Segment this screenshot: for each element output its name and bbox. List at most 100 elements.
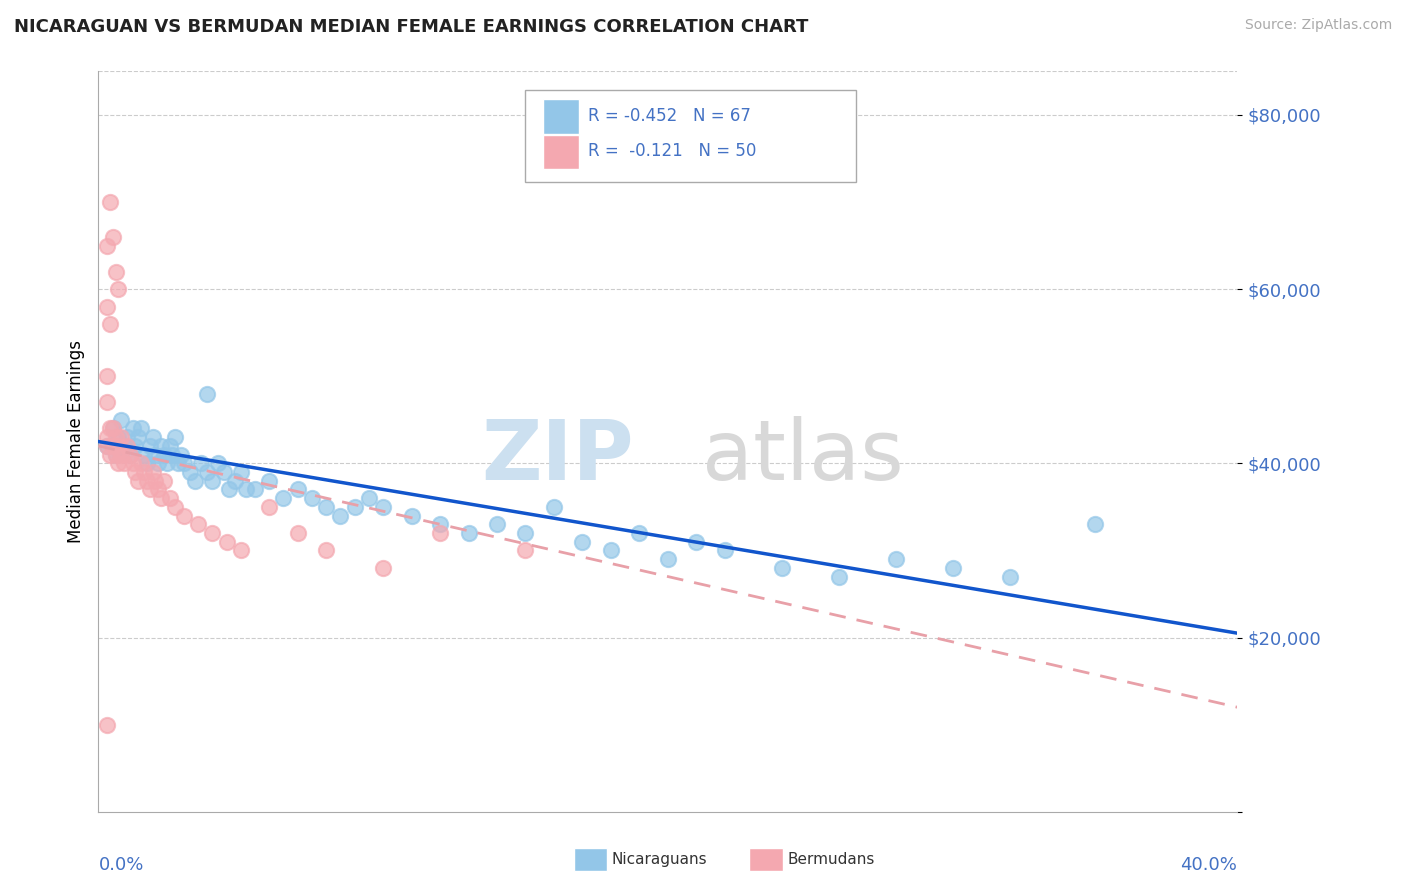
Point bbox=[1084, 517, 1107, 532]
Text: 0.0%: 0.0% bbox=[98, 856, 143, 874]
Point bbox=[259, 474, 281, 488]
Point bbox=[543, 500, 565, 514]
Point bbox=[104, 265, 127, 279]
Point bbox=[101, 421, 124, 435]
Point bbox=[173, 456, 195, 470]
Point bbox=[685, 534, 707, 549]
Point bbox=[315, 500, 337, 514]
Point bbox=[156, 456, 179, 470]
Point bbox=[96, 430, 118, 444]
Point bbox=[127, 474, 149, 488]
Point bbox=[329, 508, 352, 523]
Point bbox=[96, 395, 118, 409]
Point bbox=[165, 430, 187, 444]
Point bbox=[373, 561, 395, 575]
Point bbox=[224, 474, 246, 488]
Point bbox=[107, 456, 129, 470]
Point bbox=[201, 474, 224, 488]
Point bbox=[486, 517, 509, 532]
Point bbox=[218, 483, 240, 497]
Point bbox=[515, 526, 537, 541]
Point bbox=[162, 448, 184, 462]
Point bbox=[201, 526, 224, 541]
Point bbox=[229, 465, 252, 479]
Text: Nicaraguans: Nicaraguans bbox=[612, 853, 707, 867]
Point bbox=[457, 526, 479, 541]
Point bbox=[115, 439, 138, 453]
Text: ZIP: ZIP bbox=[481, 416, 634, 497]
Point bbox=[118, 448, 141, 462]
Point bbox=[148, 483, 170, 497]
Point bbox=[600, 543, 623, 558]
Point bbox=[429, 526, 451, 541]
Point bbox=[107, 430, 129, 444]
Point bbox=[98, 421, 121, 435]
Point bbox=[571, 534, 593, 549]
Point bbox=[195, 465, 218, 479]
Point bbox=[159, 491, 181, 505]
Point bbox=[96, 439, 118, 453]
Text: R =  -0.121   N = 50: R = -0.121 N = 50 bbox=[588, 143, 756, 161]
Point bbox=[150, 439, 173, 453]
Point bbox=[124, 465, 146, 479]
Point bbox=[315, 543, 337, 558]
Point bbox=[273, 491, 295, 505]
Point bbox=[287, 483, 309, 497]
Text: Source: ZipAtlas.com: Source: ZipAtlas.com bbox=[1244, 18, 1392, 32]
Point bbox=[184, 474, 207, 488]
Point bbox=[129, 421, 152, 435]
Point bbox=[115, 430, 138, 444]
Point bbox=[259, 500, 281, 514]
Point bbox=[229, 543, 252, 558]
Point bbox=[129, 456, 152, 470]
Point bbox=[107, 282, 129, 296]
Point bbox=[167, 456, 190, 470]
Point bbox=[998, 569, 1021, 583]
Point bbox=[96, 369, 118, 384]
Point bbox=[110, 430, 132, 444]
Point bbox=[212, 465, 235, 479]
Point bbox=[187, 517, 209, 532]
Point bbox=[190, 456, 212, 470]
Point bbox=[112, 439, 135, 453]
Point bbox=[401, 508, 423, 523]
Point bbox=[124, 439, 146, 453]
Point bbox=[96, 300, 118, 314]
Point bbox=[207, 456, 229, 470]
Point bbox=[96, 717, 118, 731]
Point bbox=[118, 448, 141, 462]
Point bbox=[132, 448, 155, 462]
FancyBboxPatch shape bbox=[543, 100, 579, 134]
Point bbox=[138, 483, 160, 497]
Point bbox=[153, 474, 176, 488]
Point bbox=[179, 465, 201, 479]
Point bbox=[96, 238, 118, 252]
Point bbox=[145, 448, 167, 462]
Point bbox=[98, 448, 121, 462]
Point bbox=[373, 500, 395, 514]
Point bbox=[110, 413, 132, 427]
Point bbox=[159, 439, 181, 453]
FancyBboxPatch shape bbox=[543, 135, 579, 169]
Point bbox=[942, 561, 965, 575]
Text: Bermudans: Bermudans bbox=[787, 853, 875, 867]
Point bbox=[150, 491, 173, 505]
Point bbox=[170, 448, 193, 462]
Point bbox=[104, 448, 127, 462]
Point bbox=[121, 456, 143, 470]
Point bbox=[714, 543, 737, 558]
Point bbox=[101, 230, 124, 244]
Text: 40.0%: 40.0% bbox=[1181, 856, 1237, 874]
Point bbox=[828, 569, 851, 583]
Point bbox=[884, 552, 907, 566]
Point bbox=[98, 194, 121, 209]
Point bbox=[148, 456, 170, 470]
Point bbox=[153, 448, 176, 462]
Point bbox=[141, 430, 163, 444]
Text: atlas: atlas bbox=[702, 416, 904, 497]
Y-axis label: Median Female Earnings: Median Female Earnings bbox=[66, 340, 84, 543]
Point bbox=[121, 421, 143, 435]
Point bbox=[104, 448, 127, 462]
Point bbox=[104, 430, 127, 444]
Point bbox=[107, 439, 129, 453]
